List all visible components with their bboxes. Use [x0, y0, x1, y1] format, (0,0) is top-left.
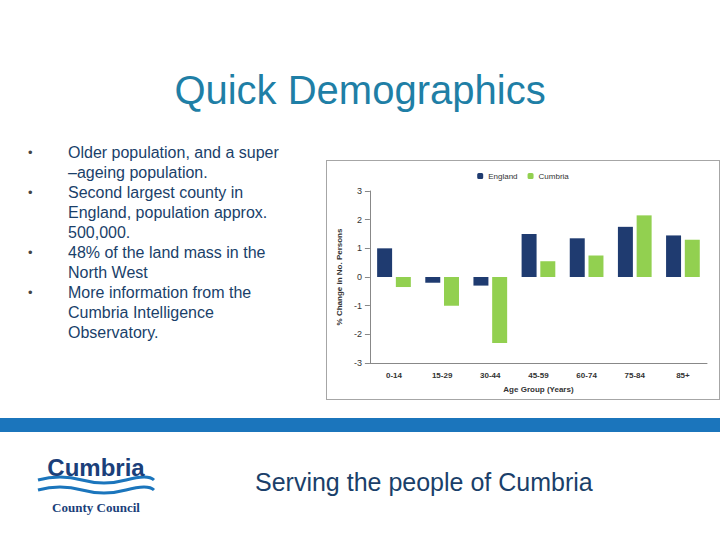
svg-text:-1: -1 [354, 301, 362, 311]
html-text:Serving the people of Cumbria: Serving the people of Cumbria [255, 468, 593, 496]
svg-text:15-29: 15-29 [432, 371, 453, 380]
html-text:Quick Demographics: Quick Demographics [174, 68, 546, 112]
svg-text:0: 0 [357, 272, 362, 282]
svg-text:Cumbria: Cumbria [47, 454, 145, 481]
svg-text:County Council: County Council [52, 500, 140, 515]
svg-text:45-59: 45-59 [528, 371, 549, 380]
svg-text:60-74: 60-74 [576, 371, 597, 380]
svg-text:30-44: 30-44 [480, 371, 501, 380]
svg-text:0-14: 0-14 [386, 371, 403, 380]
svg-text:75-84: 75-84 [625, 371, 646, 380]
svg-text:Age Group (Years): Age Group (Years) [503, 385, 574, 394]
html-text:Second largest county in Engla: Second largest county in England, popula… [68, 184, 268, 241]
svg-text:% Change in No. Persons: % Change in No. Persons [335, 228, 344, 325]
html-text:Older population, and a super: Older population, and a super –ageing po… [68, 144, 279, 181]
svg-text:-2: -2 [354, 329, 362, 339]
svg-text:2: 2 [357, 215, 362, 225]
svg-text:1: 1 [357, 243, 362, 253]
svg-text:-3: -3 [354, 358, 362, 368]
html-text:48% of the land mass in the No: 48% of the land mass in the North West [68, 244, 266, 281]
svg-text:England: England [488, 172, 517, 181]
svg-text:85+: 85+ [676, 371, 690, 380]
svg-text:3: 3 [357, 186, 362, 196]
html-text:More information from the Cumb: More information from the Cumbria Intell… [68, 284, 252, 341]
svg-text:Cumbria: Cumbria [539, 172, 570, 181]
